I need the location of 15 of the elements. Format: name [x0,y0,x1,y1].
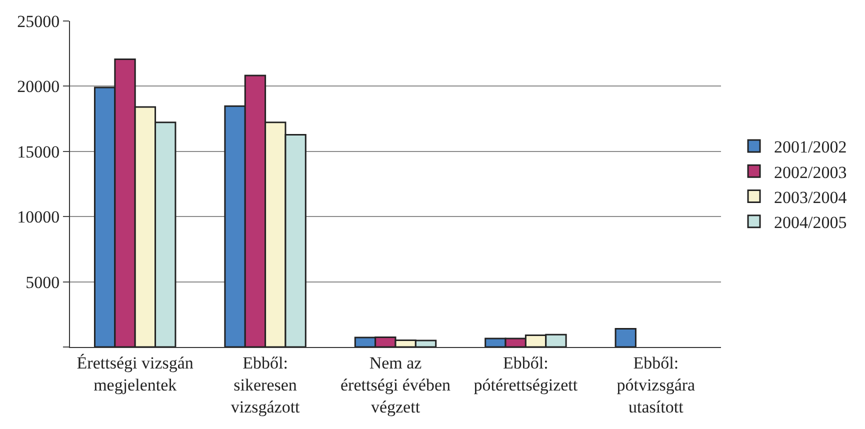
bar [614,328,636,347]
x-tick-label: Érettségi vizsgán megjelentek [76,353,194,394]
legend-label: 2004/2005 [774,212,847,232]
y-tick-label: 10000 [17,208,60,227]
x-tick-label: Ebből: pótérettségizett [474,353,578,394]
y-tick-label: 25000 [17,12,60,31]
y-tick-label: 5000 [26,272,60,292]
x-tick-label: Ebből: sikeresen vizsgázott [230,353,300,417]
legend-label: 2002/2003 [774,162,847,182]
y-tick-label: 15000 [17,142,60,162]
x-tick-label: Nem az érettségi évében végzett [340,353,451,417]
x-tick-label: Ebből: pótvizsgára utasított [616,353,696,417]
legend-label: 2001/2002 [774,138,847,157]
y-tick-label: 20000 [17,77,60,96]
legend-label: 2003/2004 [774,188,848,207]
